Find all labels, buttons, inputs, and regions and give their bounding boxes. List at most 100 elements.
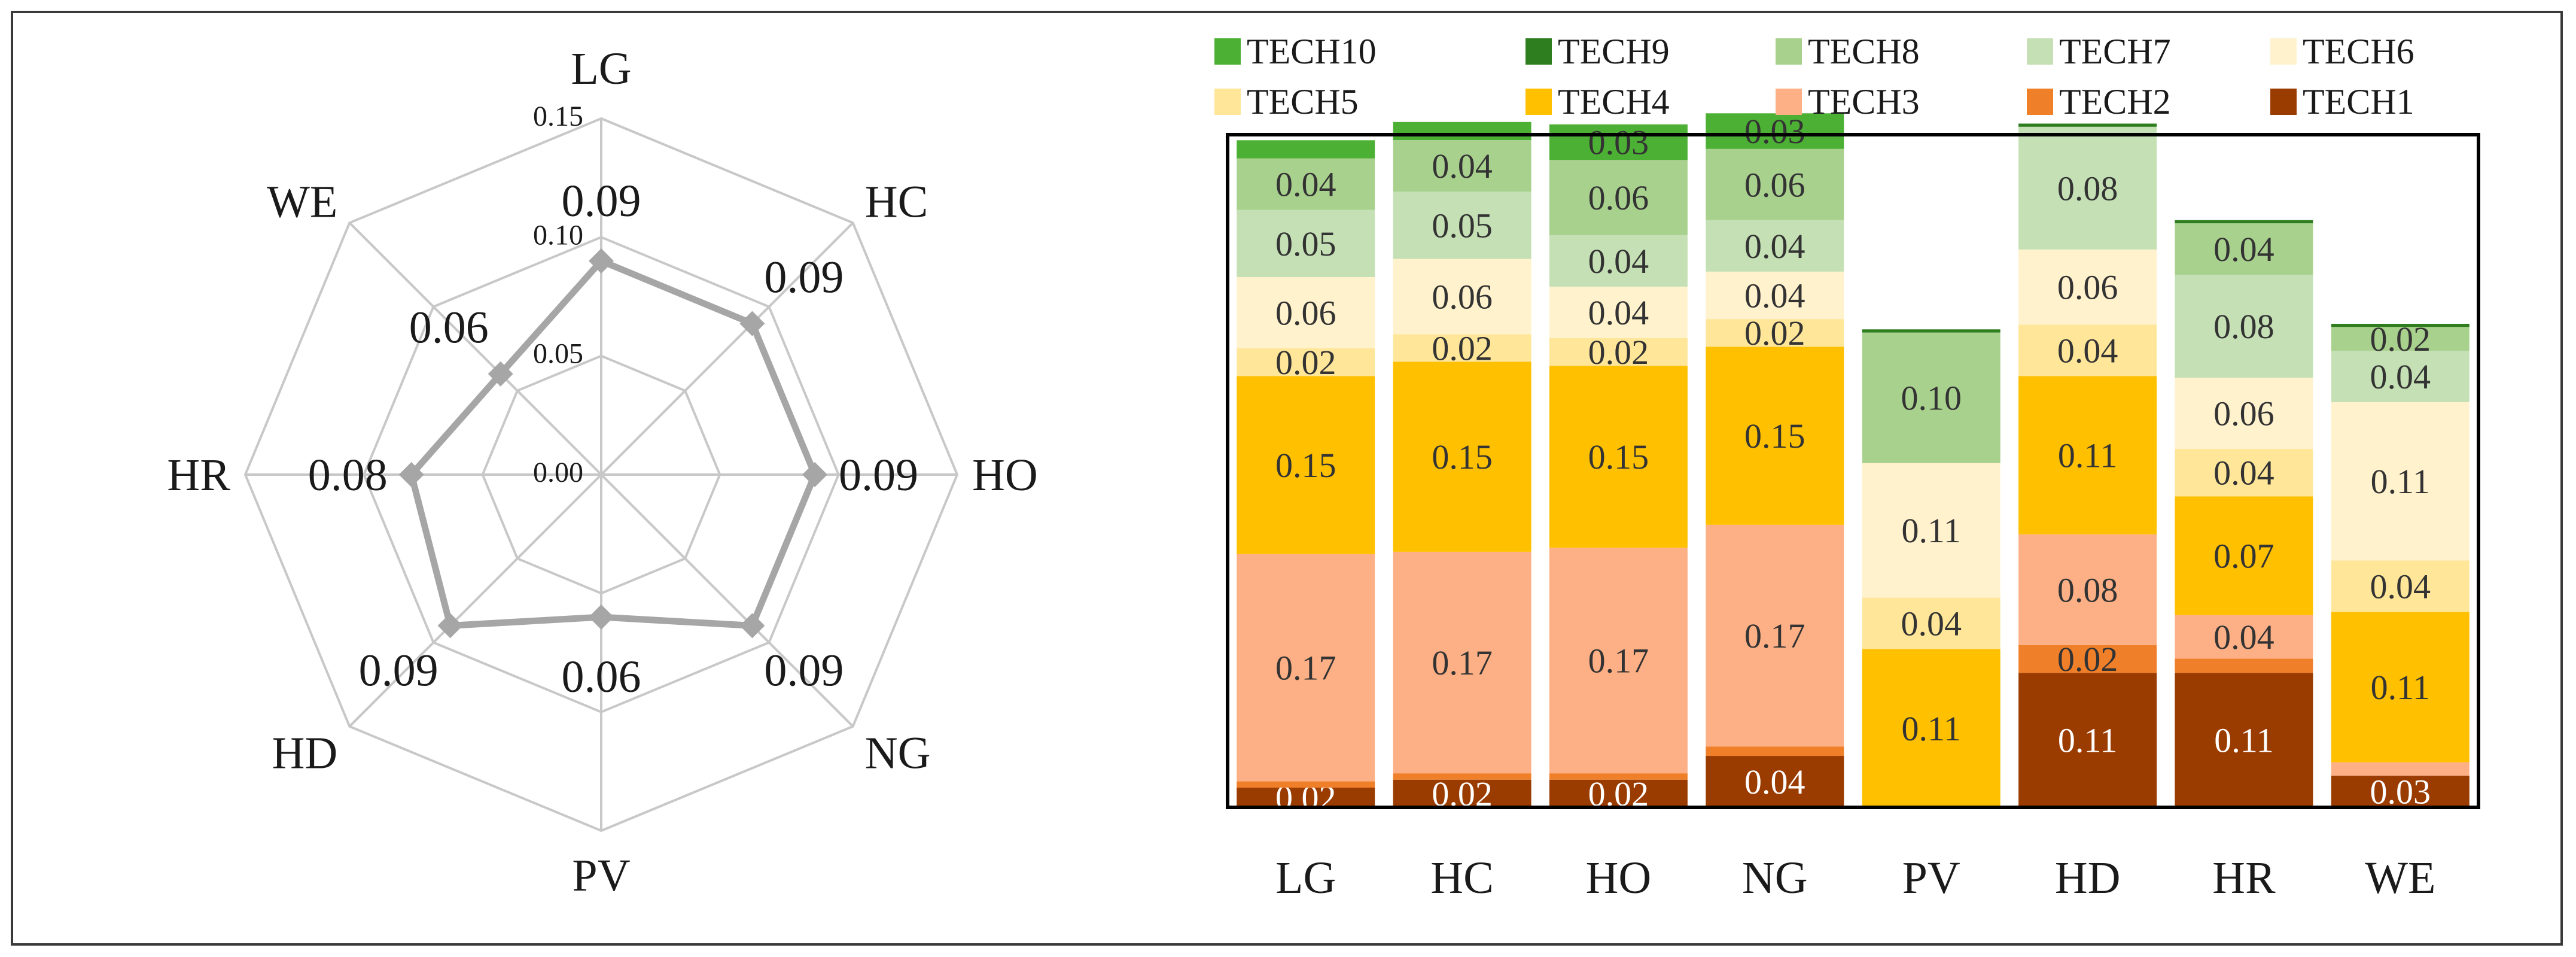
x-tick-label-ng: NG: [1742, 853, 1808, 903]
bar-segment-tech7-hr: [2175, 275, 2313, 378]
bar-segment-tech7-we: [2331, 351, 2470, 402]
bar-data-label: 0.11: [2371, 462, 2430, 501]
radar-axis-label-hr: HR: [167, 450, 230, 500]
x-tick-label-pv: PV: [1902, 853, 1960, 903]
bar-data-label: 0.03: [2370, 773, 2431, 812]
radar-point-ho: [802, 462, 827, 487]
radar-axis-label-ho: HO: [972, 450, 1038, 500]
bar-data-label: 0.03: [1588, 123, 1649, 162]
bar-segment-tech4-hd: [2018, 376, 2157, 534]
legend-swatch-tech4: [1525, 89, 1552, 115]
legend-label-tech1: TECH1: [2303, 82, 2414, 121]
legend-swatch-tech8: [1776, 38, 1802, 65]
radar-axis-label-pv: PV: [572, 850, 630, 901]
bar-segment-tech1-we: [2331, 776, 2470, 807]
bar-segment-tech5-lg: [1237, 348, 1375, 376]
bar-data-label: 0.04: [1744, 762, 1805, 801]
legend-label-tech10: TECH10: [1247, 32, 1377, 71]
radar-axis-label-we: WE: [267, 177, 337, 227]
bar-data-label: 0.11: [1902, 709, 1961, 748]
radar-value-label: 0.09: [764, 645, 844, 695]
bar-segment-tech4-hr: [2175, 496, 2313, 615]
radar-spoke: [600, 221, 854, 476]
bar-data-label: 0.15: [1744, 417, 1805, 455]
bar-data-label: 0.17: [1744, 616, 1805, 655]
radar-point-hd: [437, 613, 463, 639]
bar-data-label: 0.04: [1588, 293, 1649, 332]
bar-segment-tech8-hr: [2175, 223, 2313, 275]
bar-data-label: 0.06: [2057, 268, 2118, 307]
bar-data-label: 0.06: [1432, 277, 1493, 316]
bar-data-label: 0.04: [2213, 230, 2274, 269]
bar-data-label: 0.10: [1901, 379, 1962, 418]
radar-value-label: 0.06: [409, 303, 489, 353]
bar-data-label: 0.04: [1901, 604, 1962, 643]
radar-value-label: 0.06: [562, 652, 641, 702]
bar-segment-tech9-hd: [2018, 123, 2157, 127]
bar-segment-tech5-we: [2331, 560, 2470, 612]
plot-area-border: [1226, 133, 2480, 809]
bar-segment-tech2-ho: [1549, 773, 1688, 780]
bar-segment-tech10-ng: [1706, 113, 1844, 149]
bar-segment-tech7-hd: [2018, 126, 2157, 250]
bar-segment-tech1-hc: [1393, 779, 1531, 807]
bar-segment-tech2-lg: [1237, 781, 1375, 788]
bar-data-label: 0.02: [1588, 333, 1649, 372]
radar-point-hc: [739, 311, 765, 336]
bar-data-label: 0.17: [1275, 649, 1336, 688]
bar-segment-tech1-hd: [2018, 673, 2157, 807]
x-tick-label-hc: HC: [1430, 853, 1494, 903]
bar-segment-tech7-ho: [1549, 235, 1688, 287]
radar-value-label: 0.08: [308, 450, 388, 500]
bar-data-label: 0.02: [1432, 329, 1493, 367]
bar-data-label: 0.05: [1432, 206, 1493, 245]
legend-swatch-tech1: [2270, 89, 2297, 115]
bar-segment-tech4-lg: [1237, 376, 1375, 554]
bar-segment-tech8-pv: [1862, 332, 2000, 463]
bar-data-label: 0.04: [2370, 357, 2431, 396]
radar-value-label: 0.09: [562, 176, 641, 226]
legend-label-tech4: TECH4: [1558, 82, 1670, 121]
bar-segment-tech4-we: [2331, 612, 2470, 762]
legend-swatch-tech7: [2027, 38, 2053, 65]
bar-segment-tech6-ho: [1549, 286, 1688, 338]
legend-swatch-tech9: [1525, 38, 1552, 65]
bar-segment-tech4-ng: [1706, 347, 1844, 525]
bar-data-label: 0.11: [2214, 721, 2273, 760]
radar-ring-label: 0.05: [533, 338, 583, 370]
legend-label-tech5: TECH5: [1247, 82, 1359, 121]
bar-data-label: 0.04: [1744, 276, 1805, 315]
bar-data-label: 0.05: [1275, 224, 1336, 263]
radar-axis-label-ng: NG: [865, 728, 931, 779]
radar-spoke: [348, 473, 602, 728]
bar-segment-tech4-ho: [1549, 366, 1688, 548]
bar-data-label: 0.11: [2058, 721, 2117, 760]
x-tick-label-hr: HR: [2212, 853, 2276, 903]
legend-swatch-tech10: [1214, 38, 1241, 65]
bar-data-label: 0.04: [1432, 147, 1493, 186]
bar-segment-tech9-pv: [1862, 329, 2000, 333]
bar-segment-tech3-hc: [1393, 551, 1531, 774]
legend-label-tech6: TECH6: [2303, 32, 2414, 71]
bar-segment-tech8-ho: [1549, 160, 1688, 235]
bar-data-label: 0.04: [1744, 227, 1805, 266]
radar-value-label: 0.09: [839, 450, 918, 500]
bar-data-label: 0.04: [2213, 454, 2274, 493]
radar-axis-label-lg: LG: [571, 44, 631, 94]
legend-label-tech9: TECH9: [1558, 32, 1670, 71]
radar-value-label: 0.09: [359, 645, 439, 695]
bar-data-label: 0.08: [2057, 570, 2118, 609]
legend-swatch-tech6: [2270, 38, 2297, 65]
legend-label-tech3: TECH3: [1808, 82, 1920, 121]
bar-segment-tech8-hc: [1393, 140, 1531, 192]
bar-data-label: 0.17: [1432, 643, 1493, 682]
bar-segment-tech7-ng: [1706, 220, 1844, 272]
bar-data-label: 0.15: [1588, 438, 1649, 476]
bar-data-label: 0.08: [2213, 307, 2274, 346]
radar-point-lg: [589, 248, 614, 274]
bar-segment-tech5-hc: [1393, 334, 1531, 362]
bar-data-label: 0.11: [1902, 511, 1961, 550]
bar-data-label: 0.17: [1588, 642, 1649, 680]
